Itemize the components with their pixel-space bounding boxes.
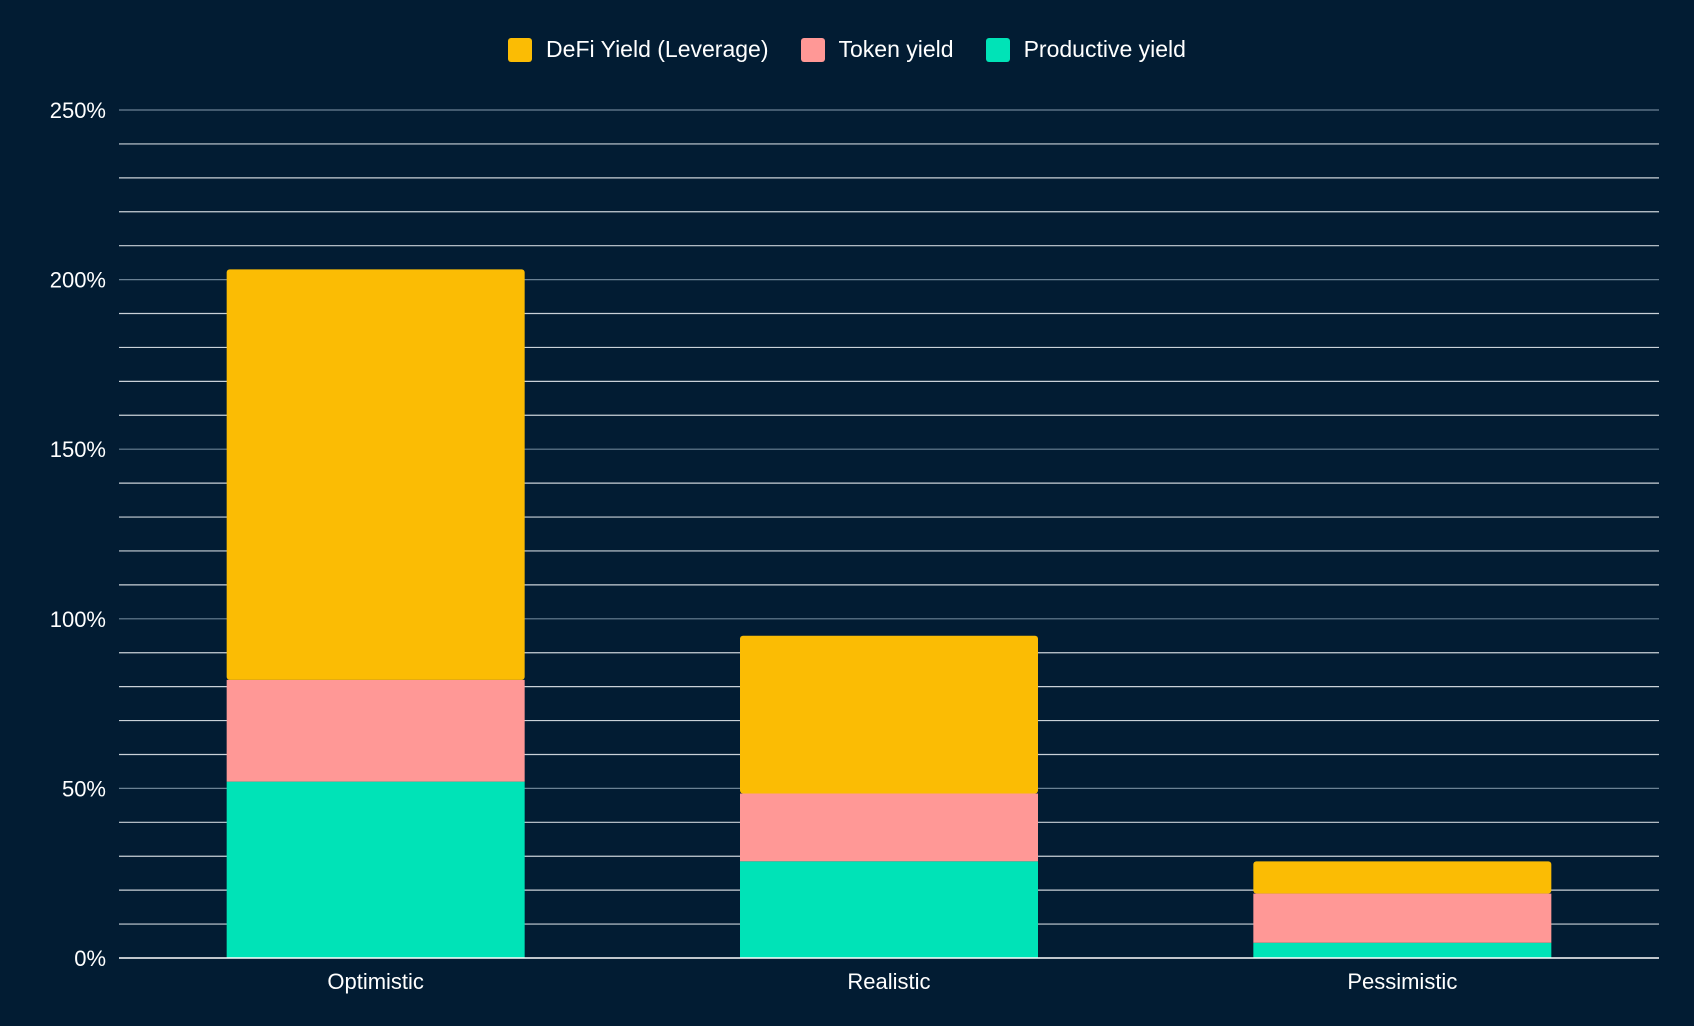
y-tick-label: 250% [50,98,106,123]
bar-optimistic-productive-yield [226,781,525,958]
chart-legend: DeFi Yield (Leverage) Token yield Produc… [0,36,1694,63]
legend-swatch-productive-yield [985,37,1010,62]
legend-label-token-yield: Token yield [838,36,954,62]
legend-item-productive-yield: Productive yield [985,36,1186,63]
legend-label-productive-yield: Productive yield [1023,36,1186,62]
legend-swatch-defi-yield [508,37,533,62]
axes: Optimistic Realistic Pessimistic 0% 50% 100% 1… [50,98,1659,994]
bar-optimistic-token-yield [226,679,525,782]
bar-pessimistic-productive-yield [1253,942,1552,958]
y-tick-label: 200% [50,268,106,293]
legend-swatch-token-yield [800,37,825,62]
legend-item-defi-yield: DeFi Yield (Leverage) [508,36,769,63]
bars [226,269,1552,958]
legend-item-token-yield: Token yield [800,36,954,63]
x-tick-label: Pessimistic [1347,969,1457,994]
x-tick-label: Realistic [847,969,930,994]
bar-realistic-productive-yield [740,861,1038,958]
bar-pessimistic-defi-yield-leverage [1253,861,1552,894]
y-tick-label: 150% [50,437,106,462]
y-tick-label: 50% [62,776,106,801]
y-tick-label: 0% [74,946,106,971]
bar-realistic-defi-yield-leverage [740,635,1038,794]
legend-label-defi-yield: DeFi Yield (Leverage) [546,36,769,62]
bar-optimistic-defi-yield-leverage [226,269,525,680]
bar-realistic-token-yield [740,793,1038,862]
bar-pessimistic-token-yield [1253,893,1552,943]
y-tick-label: 100% [50,607,106,632]
x-tick-label: Optimistic [327,969,424,994]
